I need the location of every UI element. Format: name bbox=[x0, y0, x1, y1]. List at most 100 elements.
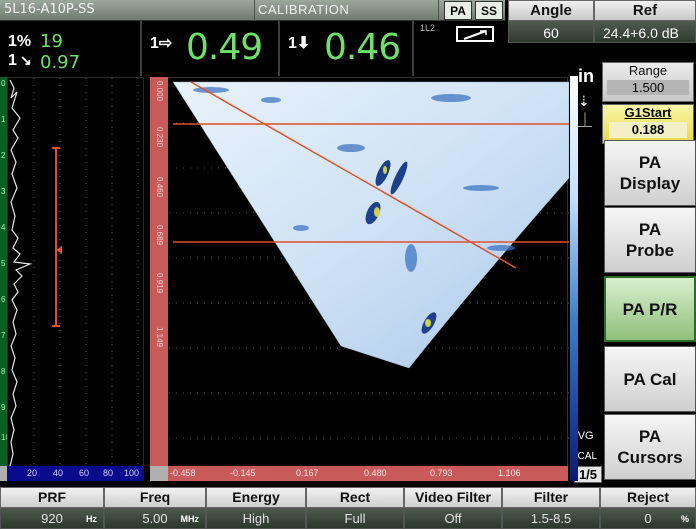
depth-tick: 0.689 bbox=[155, 225, 164, 246]
bottom-parameter-bar: PRF 920 Hz Freq 5.00 MHz Energy High Rect … bbox=[0, 487, 696, 529]
g1-start-field[interactable]: G1Start 0.188 bbox=[602, 104, 694, 144]
reading-amplitude: 1% 19 1 ↘ 0.97 bbox=[0, 21, 142, 76]
ref-param-value[interactable]: 24.4+6.0 dB bbox=[594, 21, 696, 43]
menu-label: PA bbox=[638, 153, 662, 172]
pa-mode-tag: PA bbox=[444, 1, 472, 20]
sscan-view[interactable] bbox=[150, 77, 570, 467]
param-value[interactable]: 0% bbox=[600, 508, 696, 529]
divider bbox=[254, 0, 255, 21]
depth-tick: 2 bbox=[1, 151, 6, 160]
depth-tick: 6 bbox=[1, 295, 6, 304]
right-panel: Range 1.500 G1Start 0.188 bbox=[600, 62, 696, 477]
amp-tick: 40 bbox=[53, 468, 64, 478]
param-video-filter[interactable]: Video Filter Off bbox=[404, 487, 502, 529]
amp-tick: 60 bbox=[79, 468, 90, 478]
param-value[interactable]: 1.5-8.5 bbox=[502, 508, 600, 529]
param-label: Energy bbox=[206, 487, 306, 508]
param-value-text: 5.00 bbox=[142, 511, 168, 526]
depth-tick: 10 bbox=[1, 433, 10, 442]
menu-pa-probe[interactable]: PA Probe bbox=[604, 207, 696, 273]
menu-pa-display[interactable]: PA Display bbox=[604, 140, 696, 206]
param-unit: Hz bbox=[86, 514, 97, 524]
menu-label: Probe bbox=[625, 241, 675, 260]
depth-tick: 0.230 bbox=[155, 127, 164, 148]
param-value[interactable]: Full bbox=[306, 508, 404, 529]
menu-label: Cursors bbox=[617, 448, 683, 467]
depth-tick: 0.460 bbox=[155, 177, 164, 198]
g1-start-value[interactable]: 0.188 bbox=[609, 122, 687, 138]
sscan-depth-ruler: 0.000 0.230 0.460 0.689 0.919 1.149 bbox=[150, 77, 168, 467]
cal-label: 0CAL bbox=[572, 451, 598, 462]
reading-amp-label: 1% bbox=[8, 33, 32, 50]
menu-pa-cal[interactable]: PA Cal bbox=[604, 346, 696, 412]
divider bbox=[438, 0, 439, 21]
color-palette-bar bbox=[570, 76, 578, 481]
amp-tick: 100 bbox=[124, 468, 140, 478]
param-value-text: 0 bbox=[644, 511, 652, 526]
depth-tick: 5 bbox=[1, 259, 6, 268]
g1-start-label: G1Start bbox=[624, 105, 672, 120]
param-value[interactable]: Off bbox=[404, 508, 502, 529]
surface-tick: -0.145 bbox=[230, 468, 256, 478]
angle-param-label[interactable]: Angle bbox=[508, 0, 594, 21]
param-label: Filter bbox=[502, 487, 600, 508]
param-value-text: Off bbox=[444, 511, 462, 526]
ascan-amplitude-ruler: 20 40 60 80 100 bbox=[7, 466, 144, 481]
reading-depth: 1⬇ 0.46 bbox=[282, 21, 414, 76]
param-unit: % bbox=[680, 514, 689, 524]
ruler-corner bbox=[0, 466, 9, 481]
surface-tick: -0.458 bbox=[170, 468, 196, 478]
param-freq[interactable]: Freq 5.00 MHz bbox=[104, 487, 206, 529]
param-rect[interactable]: Rect Full bbox=[306, 487, 404, 529]
surface-tick: 1.106 bbox=[498, 468, 521, 478]
param-reject[interactable]: Reject 0% bbox=[600, 487, 696, 529]
amp-tick: 20 bbox=[27, 468, 38, 478]
depth-tick: 0.000 bbox=[155, 81, 164, 102]
param-energy[interactable]: Energy High bbox=[206, 487, 306, 529]
reading-depth-label: 1⬇ bbox=[288, 35, 311, 52]
reading-surface-label: 1⇨ bbox=[150, 35, 173, 52]
range-field[interactable]: Range 1.500 bbox=[602, 62, 694, 102]
ascan-plot bbox=[9, 78, 139, 468]
surface-tick: 0.167 bbox=[296, 468, 319, 478]
menu-label: Display bbox=[619, 174, 681, 193]
surface-tick: 0.793 bbox=[430, 468, 453, 478]
mode-label: CALIBRATION bbox=[258, 2, 350, 17]
ruler-corner bbox=[150, 466, 168, 481]
depth-tick: 1.149 bbox=[155, 327, 164, 348]
range-value[interactable]: 1.500 bbox=[607, 80, 689, 95]
gate-indicator: 1L2 bbox=[416, 21, 506, 76]
depth-tick: 0 bbox=[1, 79, 6, 88]
readings-row: 1% 19 1 ↘ 0.97 1⇨ 0.49 1⬇ 0.46 1L2 bbox=[0, 21, 505, 76]
page-indicator[interactable]: 1/5 bbox=[574, 466, 602, 483]
depth-tick: 0.919 bbox=[155, 273, 164, 294]
param-value[interactable]: 5.00 MHz bbox=[104, 508, 206, 529]
surface-tick: 0.480 bbox=[364, 468, 387, 478]
reading-surface-distance: 1⇨ 0.49 bbox=[144, 21, 280, 76]
depth-tick: 8 bbox=[1, 367, 6, 376]
param-label: Freq bbox=[104, 487, 206, 508]
gate-position-icon: ⇣ ⏊ bbox=[578, 93, 592, 128]
menu-pa-pr[interactable]: PA P/R bbox=[604, 276, 696, 342]
param-prf[interactable]: PRF 920 Hz bbox=[0, 487, 104, 529]
param-label: Video Filter bbox=[404, 487, 502, 508]
menu-label: PA Cal bbox=[623, 369, 677, 389]
ascan-view[interactable] bbox=[7, 77, 144, 468]
depth-tick: 1 bbox=[1, 115, 6, 124]
angle-param-value[interactable]: 60 bbox=[508, 21, 594, 43]
depth-tick: 3 bbox=[1, 187, 6, 196]
param-label: Reject bbox=[600, 487, 696, 508]
ascan-depth-ruler: 0 1 2 3 4 5 6 7 8 9 10 bbox=[0, 77, 10, 467]
param-label: PRF bbox=[0, 487, 104, 508]
param-filter[interactable]: Filter 1.5-8.5 bbox=[502, 487, 600, 529]
menu-label: PA bbox=[638, 427, 662, 446]
range-label: Range bbox=[628, 63, 668, 78]
param-value[interactable]: High bbox=[206, 508, 306, 529]
ref-param-label[interactable]: Ref bbox=[594, 0, 696, 21]
reading-path-value: 0.97 bbox=[40, 52, 81, 73]
menu-pa-cursors[interactable]: PA Cursors bbox=[604, 414, 696, 480]
param-unit: MHz bbox=[180, 514, 200, 524]
menu-label: PA P/R bbox=[622, 299, 678, 319]
depth-tick: 4 bbox=[1, 223, 6, 232]
param-value[interactable]: 920 Hz bbox=[0, 508, 104, 529]
